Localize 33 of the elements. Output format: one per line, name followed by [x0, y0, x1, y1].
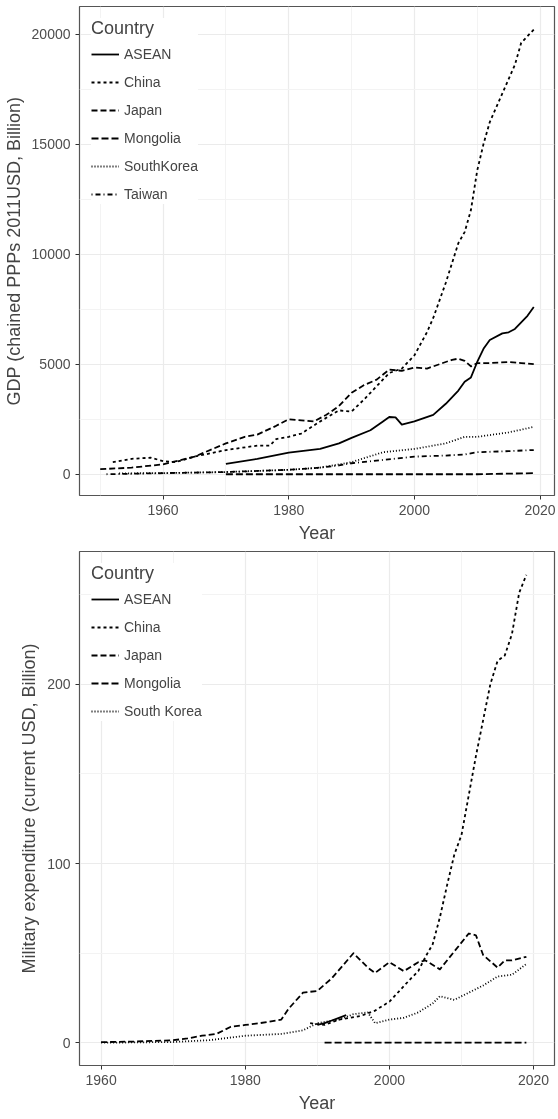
legend-label: South Korea	[124, 703, 202, 719]
legend-label: Japan	[124, 102, 163, 118]
x-tick-label: 2000	[398, 501, 431, 518]
y-tick-label: 100	[47, 855, 71, 872]
legend-title: Country	[91, 563, 156, 584]
x-tick-label: 1980	[273, 501, 305, 518]
x-tick-label: 1980	[229, 1071, 262, 1088]
legend-label: Taiwan	[124, 186, 168, 202]
x-axis-title: Year	[298, 522, 336, 543]
legend-label: Mongolia	[124, 130, 181, 146]
y-axis-title: Military expenditure (current USD, Billion)	[19, 643, 40, 974]
legend-label: China	[124, 74, 161, 90]
y-tick-label: 0	[62, 466, 71, 483]
y-axis-title: GDP (chained PPPs 2011USD, Billion)	[3, 96, 24, 406]
x-tick-label: 2020	[524, 501, 556, 518]
x-tick-label: 1960	[85, 1071, 117, 1088]
y-tick-label: 15000	[31, 136, 71, 153]
y-tick-label: 5000	[39, 356, 71, 373]
y-tick-label: 0	[62, 1034, 71, 1051]
legend-label: China	[124, 619, 161, 635]
y-tick-label: 200	[47, 676, 71, 693]
legend-label: ASEAN	[124, 46, 172, 62]
legend-label: Mongolia	[124, 675, 181, 691]
x-tick-label: 2020	[518, 1071, 550, 1088]
legend-label: Japan	[124, 647, 163, 663]
legend-title: Country	[91, 18, 156, 39]
x-tick-label: 1960	[147, 501, 179, 518]
y-tick-label: 10000	[31, 246, 71, 263]
y-tick-label: 20000	[31, 26, 71, 43]
x-tick-label: 2000	[373, 1071, 406, 1088]
x-axis-title: Year	[298, 1092, 336, 1113]
legend-label: SouthKorea	[124, 158, 198, 174]
legend-label: ASEAN	[124, 591, 172, 607]
